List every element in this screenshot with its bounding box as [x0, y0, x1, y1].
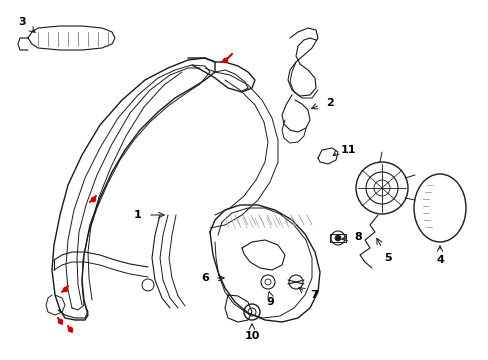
Text: 10: 10: [244, 331, 259, 341]
Text: 6: 6: [201, 273, 208, 283]
Text: 7: 7: [309, 290, 317, 300]
Circle shape: [334, 235, 340, 241]
Text: 11: 11: [340, 145, 355, 155]
Text: 5: 5: [384, 253, 391, 263]
Text: 9: 9: [265, 297, 273, 307]
Text: 8: 8: [353, 232, 361, 242]
Text: 4: 4: [435, 255, 443, 265]
Text: 2: 2: [325, 98, 333, 108]
Text: 3: 3: [18, 17, 26, 27]
Text: 1: 1: [134, 210, 142, 220]
